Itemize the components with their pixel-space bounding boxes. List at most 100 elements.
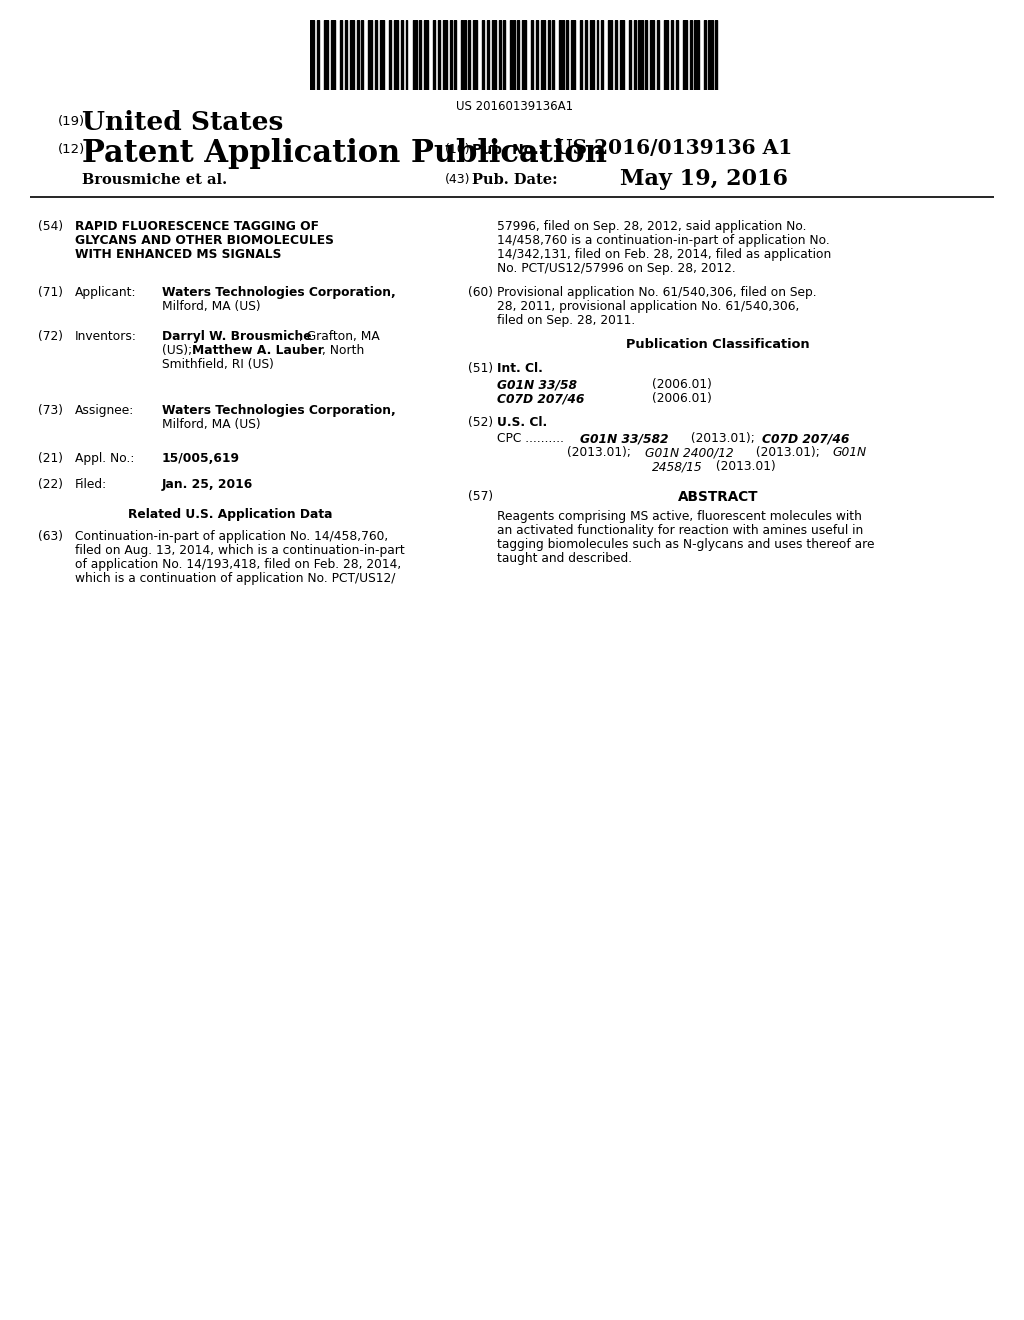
Bar	[524, 20, 526, 90]
Bar	[683, 20, 685, 90]
Bar	[361, 20, 364, 90]
Text: tagging biomolecules such as N-glycans and uses thereof are: tagging biomolecules such as N-glycans a…	[497, 539, 874, 550]
Text: Waters Technologies Corporation,: Waters Technologies Corporation,	[162, 404, 395, 417]
Bar	[487, 20, 488, 90]
Text: May 19, 2016: May 19, 2016	[620, 168, 788, 190]
Bar	[442, 20, 444, 90]
Text: (54): (54)	[38, 220, 63, 234]
Bar	[652, 20, 654, 90]
Text: Waters Technologies Corporation,: Waters Technologies Corporation,	[162, 286, 395, 300]
Bar	[420, 20, 422, 90]
Bar	[415, 20, 417, 90]
Text: (12): (12)	[58, 143, 85, 156]
Text: Smithfield, RI (US): Smithfield, RI (US)	[162, 358, 273, 371]
Text: US 20160139136A1: US 20160139136A1	[457, 100, 573, 114]
Bar	[561, 20, 563, 90]
Text: Filed:: Filed:	[75, 478, 108, 491]
Bar	[400, 20, 402, 90]
Bar	[333, 20, 335, 90]
Bar	[620, 20, 622, 90]
Bar	[345, 20, 347, 90]
Text: (60): (60)	[468, 286, 493, 300]
Text: U.S. Cl.: U.S. Cl.	[497, 416, 547, 429]
Text: Patent Application Publication: Patent Application Publication	[82, 139, 607, 169]
Bar	[375, 20, 377, 90]
Bar	[559, 20, 561, 90]
Text: 28, 2011, provisional application No. 61/540,306,: 28, 2011, provisional application No. 61…	[497, 300, 800, 313]
Bar	[426, 20, 428, 90]
Text: Continuation-in-part of application No. 14/458,760,: Continuation-in-part of application No. …	[75, 531, 388, 543]
Text: Pub. No.:: Pub. No.:	[472, 143, 544, 157]
Bar	[541, 20, 543, 90]
Bar	[703, 20, 706, 90]
Text: Appl. No.:: Appl. No.:	[75, 451, 134, 465]
Text: (22): (22)	[38, 478, 63, 491]
Text: (2013.01);: (2013.01);	[752, 446, 823, 459]
Text: G01N 2400/12: G01N 2400/12	[645, 446, 733, 459]
Text: (2006.01): (2006.01)	[652, 392, 712, 405]
Text: (21): (21)	[38, 451, 63, 465]
Text: Provisional application No. 61/540,306, filed on Sep.: Provisional application No. 61/540,306, …	[497, 286, 816, 300]
Text: (63): (63)	[38, 531, 63, 543]
Bar	[667, 20, 669, 90]
Bar	[492, 20, 494, 90]
Text: (51): (51)	[468, 362, 494, 375]
Bar	[455, 20, 457, 90]
Bar	[608, 20, 610, 90]
Bar	[696, 20, 698, 90]
Text: 15/005,619: 15/005,619	[162, 451, 240, 465]
Text: C07D 207/46: C07D 207/46	[762, 432, 849, 445]
Text: GLYCANS AND OTHER BIOMOLECULES: GLYCANS AND OTHER BIOMOLECULES	[75, 234, 334, 247]
Text: (19): (19)	[58, 115, 85, 128]
Bar	[671, 20, 673, 90]
Bar	[312, 20, 314, 90]
Text: RAPID FLUORESCENCE TAGGING OF: RAPID FLUORESCENCE TAGGING OF	[75, 220, 319, 234]
Bar	[394, 20, 395, 90]
Bar	[665, 20, 666, 90]
Bar	[676, 20, 678, 90]
Bar	[531, 20, 534, 90]
Bar	[475, 20, 477, 90]
Bar	[641, 20, 643, 90]
Bar	[694, 20, 696, 90]
Text: C07D 207/46: C07D 207/46	[497, 392, 585, 405]
Bar	[445, 20, 447, 90]
Text: filed on Aug. 13, 2014, which is a continuation-in-part: filed on Aug. 13, 2014, which is a conti…	[75, 544, 404, 557]
Bar	[709, 20, 711, 90]
Text: filed on Sep. 28, 2011.: filed on Sep. 28, 2011.	[497, 314, 635, 327]
Text: No. PCT/US12/57996 on Sep. 28, 2012.: No. PCT/US12/57996 on Sep. 28, 2012.	[497, 261, 736, 275]
Text: ABSTRACT: ABSTRACT	[678, 490, 758, 504]
Text: Milford, MA (US): Milford, MA (US)	[162, 300, 261, 313]
Text: Pub. Date:: Pub. Date:	[472, 173, 558, 187]
Text: Publication Classification: Publication Classification	[627, 338, 810, 351]
Text: Jan. 25, 2016: Jan. 25, 2016	[162, 478, 253, 491]
Bar	[473, 20, 475, 90]
Bar	[340, 20, 342, 90]
Text: (2006.01): (2006.01)	[652, 378, 712, 391]
Bar	[601, 20, 603, 90]
Bar	[468, 20, 470, 90]
Bar	[462, 20, 463, 90]
Bar	[590, 20, 592, 90]
Text: Darryl W. Brousmiche: Darryl W. Brousmiche	[162, 330, 311, 343]
Bar	[639, 20, 640, 90]
Text: an activated functionality for reaction with amines useful in: an activated functionality for reaction …	[497, 524, 863, 537]
Bar	[464, 20, 466, 90]
Bar	[548, 20, 550, 90]
Text: (71): (71)	[38, 286, 63, 300]
Bar	[615, 20, 617, 90]
Text: of application No. 14/193,418, filed on Feb. 28, 2014,: of application No. 14/193,418, filed on …	[75, 558, 401, 572]
Bar	[597, 20, 598, 90]
Bar	[352, 20, 354, 90]
Bar	[494, 20, 496, 90]
Text: G01N: G01N	[831, 446, 866, 459]
Bar	[356, 20, 358, 90]
Bar	[317, 20, 318, 90]
Bar	[413, 20, 415, 90]
Bar	[310, 20, 312, 90]
Bar	[482, 20, 484, 90]
Text: 14/458,760 is a continuation-in-part of application No.: 14/458,760 is a continuation-in-part of …	[497, 234, 829, 247]
Bar	[566, 20, 568, 90]
Text: which is a continuation of application No. PCT/US12/: which is a continuation of application N…	[75, 572, 395, 585]
Bar	[581, 20, 582, 90]
